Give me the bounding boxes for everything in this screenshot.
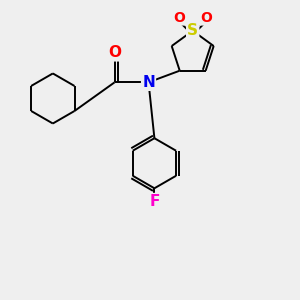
Text: F: F bbox=[149, 194, 160, 209]
Text: O: O bbox=[108, 45, 121, 60]
Text: O: O bbox=[173, 11, 185, 25]
Text: S: S bbox=[187, 23, 198, 38]
Text: N: N bbox=[142, 75, 155, 90]
Text: O: O bbox=[200, 11, 212, 25]
